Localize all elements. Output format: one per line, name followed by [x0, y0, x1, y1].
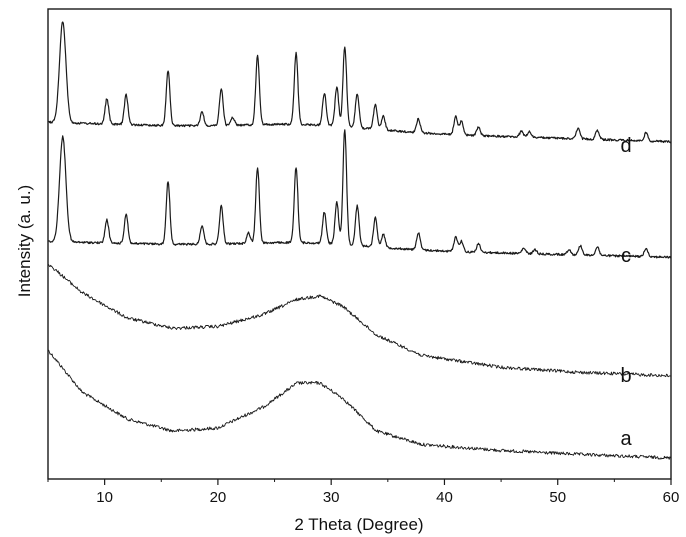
plot-frame	[47, 8, 672, 480]
series-d-label: d	[620, 135, 631, 157]
series-c-line	[47, 129, 672, 259]
series-a-label: a	[620, 428, 632, 450]
x-tick-label: 40	[436, 489, 453, 506]
series-b-label: b	[620, 365, 631, 387]
x-axis-label: 2 Theta (Degree)	[294, 515, 423, 534]
x-tick-label: 30	[323, 489, 340, 506]
series-a-line	[47, 349, 671, 460]
series-d-line	[47, 21, 672, 144]
x-tick-label: 10	[96, 489, 113, 506]
series-c-label: c	[621, 245, 631, 267]
x-axis-ticks: 10 20 30 40 50 60	[47, 479, 680, 506]
series-labels: a b c d	[620, 135, 632, 450]
x-tick-label: 60	[663, 489, 680, 506]
y-axis-label: Intensity (a. u.)	[15, 185, 34, 297]
x-tick-label: 50	[549, 489, 566, 506]
series-curves	[47, 21, 672, 460]
x-tick-label: 20	[210, 489, 227, 506]
series-b-line	[47, 263, 671, 378]
